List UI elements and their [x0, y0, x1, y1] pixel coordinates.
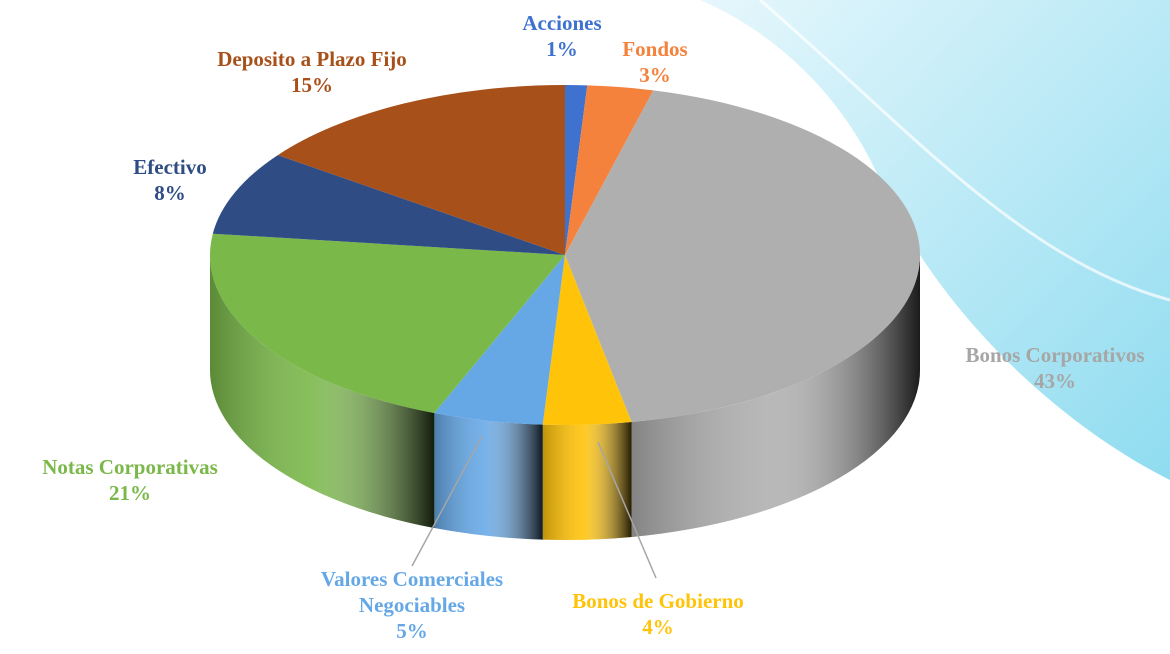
side-shade [434, 413, 543, 540]
value-label: 3% [639, 63, 671, 87]
slice [212, 155, 565, 255]
value-label: 4% [642, 615, 674, 639]
slice [565, 85, 654, 256]
slice [565, 90, 920, 422]
data-label: Bonos de Gobierno 4% [528, 588, 788, 640]
category-label: Acciones [522, 11, 602, 35]
value-label: 15% [291, 73, 333, 97]
data-label: Bonos Corporativos 43% [935, 342, 1170, 394]
category-label: Bonos de Gobierno [572, 589, 744, 613]
data-label: Deposito a Plazo Fijo 15% [162, 46, 462, 98]
leader-line [411, 435, 483, 567]
slice [277, 85, 565, 255]
value-label: 1% [546, 37, 578, 61]
data-label: Valores Comerciales Negociables 5% [292, 566, 532, 644]
side-shade [210, 255, 435, 529]
data-label: Efectivo 8% [90, 154, 250, 206]
background-swirl [700, 0, 1170, 480]
category-label: Bonos Corporativos [965, 343, 1145, 367]
value-label: 8% [154, 181, 186, 205]
data-label: Fondos 3% [575, 36, 735, 88]
side-shade [542, 421, 632, 540]
leader-line [597, 441, 657, 579]
data-label: Acciones 1% [462, 10, 662, 62]
data-label: Notas Corporativas 21% [0, 454, 260, 506]
slice [565, 85, 588, 255]
category-label: Valores Comerciales Negociables [320, 567, 504, 617]
background-curve [759, 0, 1170, 302]
value-label: 43% [1034, 369, 1076, 393]
category-label: Notas Corporativas [42, 455, 218, 479]
category-label: Fondos [622, 37, 688, 61]
value-label: 5% [396, 619, 428, 643]
slice [434, 255, 565, 425]
value-label: 21% [109, 481, 151, 505]
slice [210, 233, 565, 414]
category-label: Efectivo [133, 155, 207, 179]
slice [542, 255, 632, 426]
category-label: Deposito a Plazo Fijo [217, 47, 407, 71]
side-shade [631, 255, 920, 537]
